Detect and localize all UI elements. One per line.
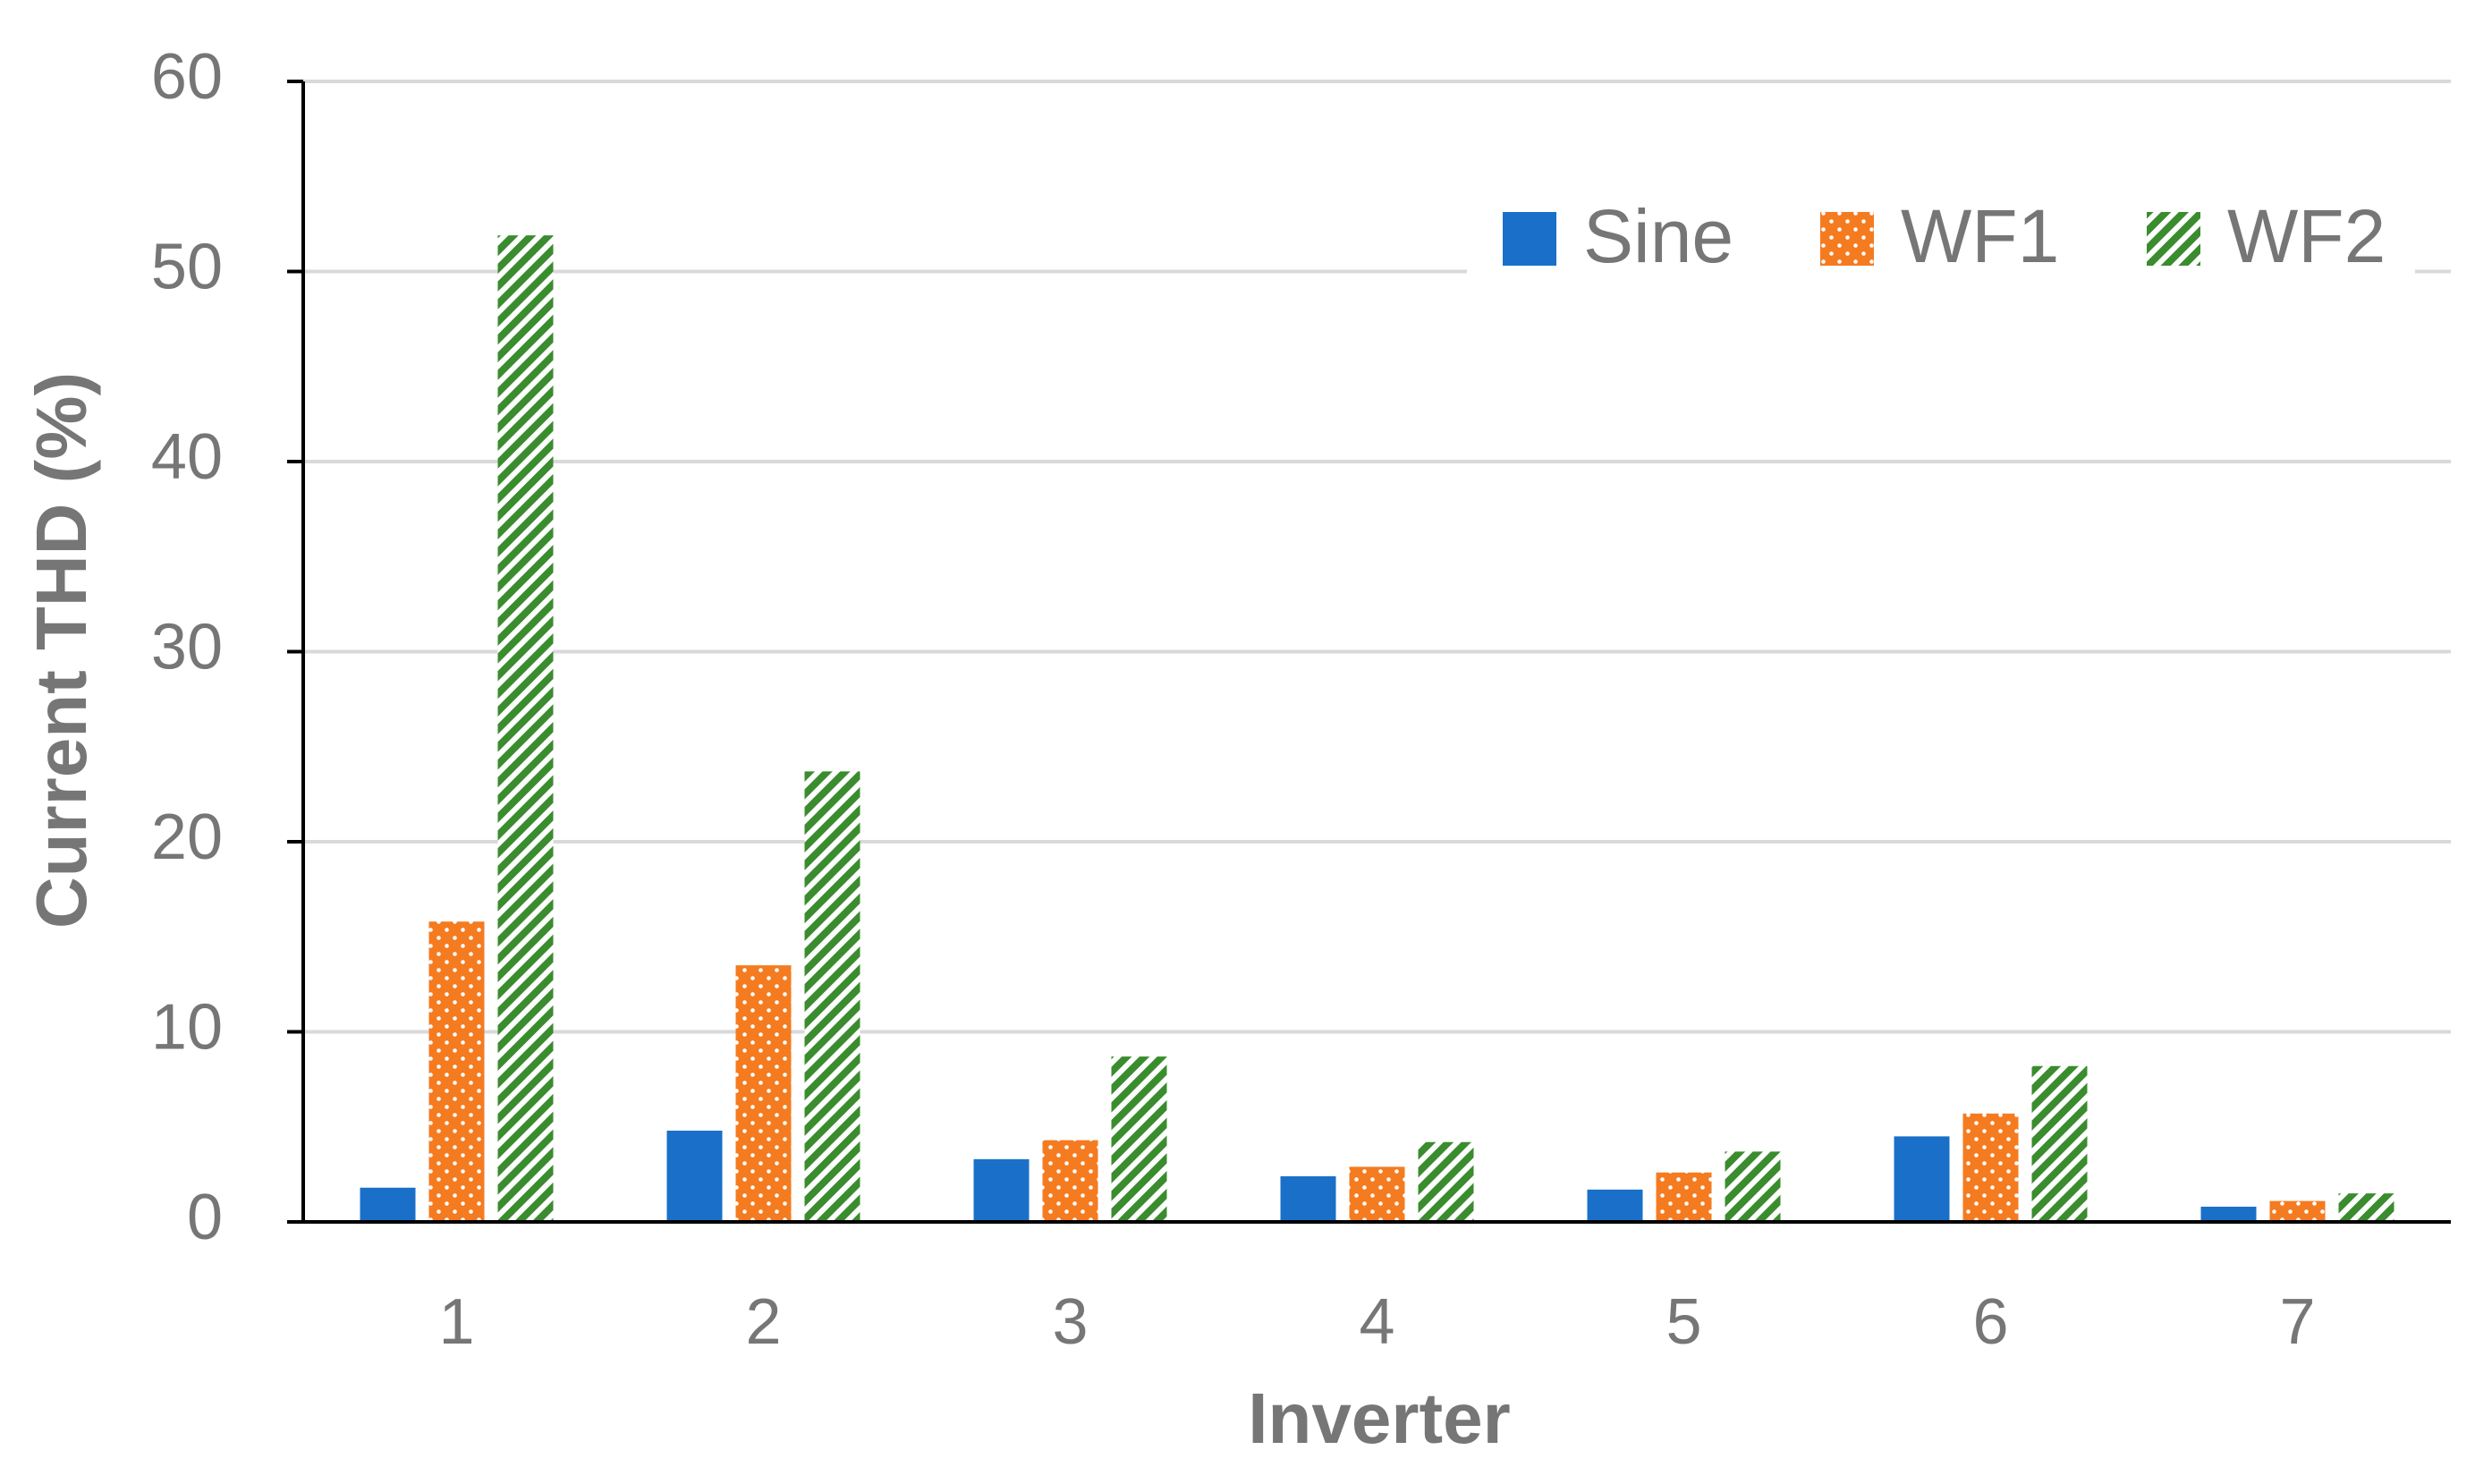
bar [735,965,792,1222]
x-tick-label: 4 [1359,1286,1394,1358]
x-tick-label: 5 [1666,1286,1701,1358]
bar [1349,1166,1405,1222]
legend-label: Sine [1583,194,1733,278]
y-tick-label: 10 [151,992,223,1064]
y-tick-label: 50 [151,232,223,303]
bar [1042,1140,1098,1222]
x-tick-label: 7 [2279,1286,2315,1358]
bar [1418,1141,1474,1222]
legend-swatch [1820,212,1874,266]
legend-label: WF1 [1901,194,2059,278]
x-tick-label: 6 [1972,1286,2008,1358]
legend-label: WF2 [2227,194,2386,278]
x-tick-label: 1 [438,1286,474,1358]
bar [2031,1065,2088,1222]
y-tick-label: 40 [151,421,223,493]
bar [804,771,860,1222]
bar [428,921,485,1222]
bar [2200,1207,2257,1222]
bar [2269,1200,2326,1222]
bar [1725,1151,1781,1222]
bar [1962,1113,2019,1222]
bar [1894,1136,1950,1222]
y-tick-label: 60 [151,41,223,113]
bar [1111,1056,1167,1222]
bar [1587,1189,1643,1222]
legend-box [1467,167,2415,310]
bar [2338,1193,2394,1222]
y-tick-label: 30 [151,612,223,683]
y-axis-title: Current THD (%) [21,372,101,929]
bar [666,1131,723,1222]
bar [360,1187,416,1222]
y-tick-label: 20 [151,801,223,873]
x-tick-label: 3 [1052,1286,1088,1358]
bar [1280,1176,1336,1222]
bar [1656,1172,1712,1222]
bar [973,1158,1030,1222]
x-axis-title: Inverter [1248,1378,1510,1458]
y-tick-label: 0 [187,1182,223,1253]
bar [497,235,554,1222]
legend-swatch [2147,212,2200,266]
legend-swatch [1503,212,1556,266]
x-tick-label: 2 [745,1286,781,1358]
